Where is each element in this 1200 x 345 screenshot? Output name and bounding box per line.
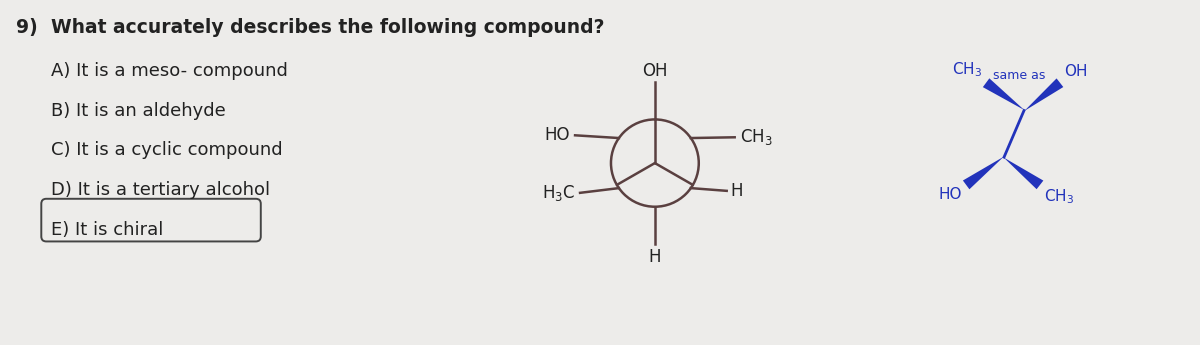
Polygon shape (962, 157, 1003, 189)
Text: HO: HO (938, 187, 962, 202)
Polygon shape (1003, 158, 1043, 189)
Text: CH$_3$: CH$_3$ (1044, 187, 1074, 206)
Text: H: H (731, 182, 743, 200)
Polygon shape (983, 78, 1025, 110)
Text: OH: OH (1064, 64, 1087, 79)
Text: D) It is a tertiary alcohol: D) It is a tertiary alcohol (52, 181, 270, 199)
Polygon shape (1025, 78, 1063, 111)
Text: CH$_3$: CH$_3$ (952, 60, 982, 79)
Text: A) It is a meso- compound: A) It is a meso- compound (52, 62, 288, 80)
Text: What accurately describes the following compound?: What accurately describes the following … (52, 18, 605, 37)
Text: OH: OH (642, 62, 667, 80)
Text: same as: same as (992, 69, 1045, 82)
Text: H: H (649, 248, 661, 266)
Text: C) It is a cyclic compound: C) It is a cyclic compound (52, 141, 283, 159)
Text: B) It is an aldehyde: B) It is an aldehyde (52, 101, 226, 120)
Text: HO: HO (545, 126, 570, 144)
Text: E) It is chiral: E) It is chiral (52, 220, 163, 239)
Text: H$_3$C: H$_3$C (542, 183, 575, 203)
Text: 9): 9) (17, 18, 38, 37)
Text: CH$_3$: CH$_3$ (739, 127, 773, 147)
